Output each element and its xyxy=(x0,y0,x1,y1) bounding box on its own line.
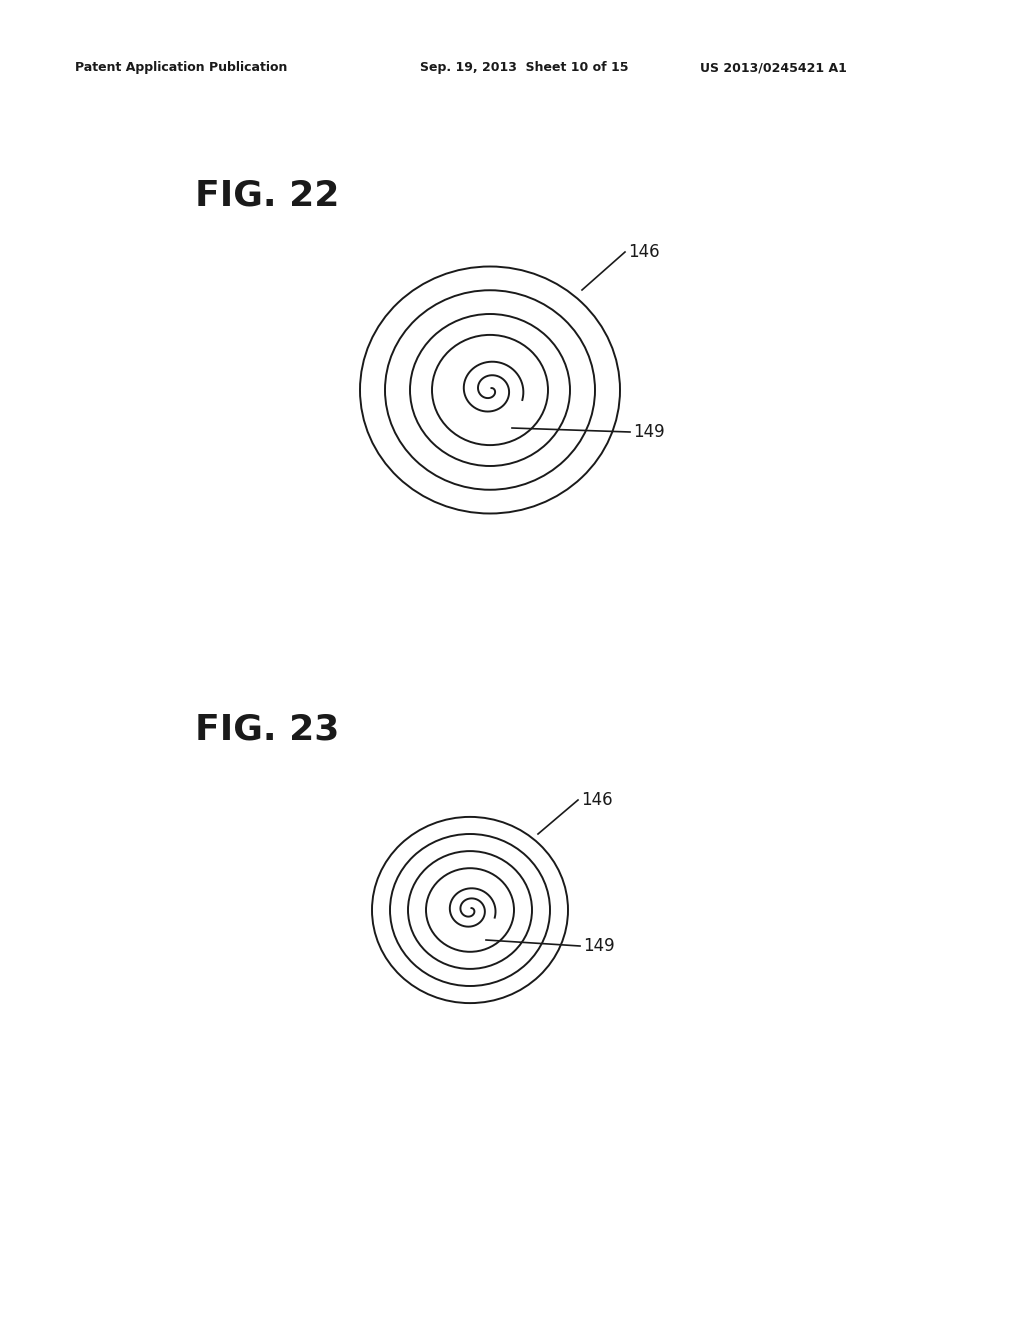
Text: Sep. 19, 2013  Sheet 10 of 15: Sep. 19, 2013 Sheet 10 of 15 xyxy=(420,62,629,74)
Text: 149: 149 xyxy=(583,937,614,954)
Text: US 2013/0245421 A1: US 2013/0245421 A1 xyxy=(700,62,847,74)
Text: Patent Application Publication: Patent Application Publication xyxy=(75,62,288,74)
Text: 149: 149 xyxy=(633,422,665,441)
Text: FIG. 22: FIG. 22 xyxy=(195,178,339,213)
Text: FIG. 23: FIG. 23 xyxy=(195,713,339,747)
Text: 146: 146 xyxy=(628,243,659,261)
Text: 146: 146 xyxy=(581,791,612,809)
